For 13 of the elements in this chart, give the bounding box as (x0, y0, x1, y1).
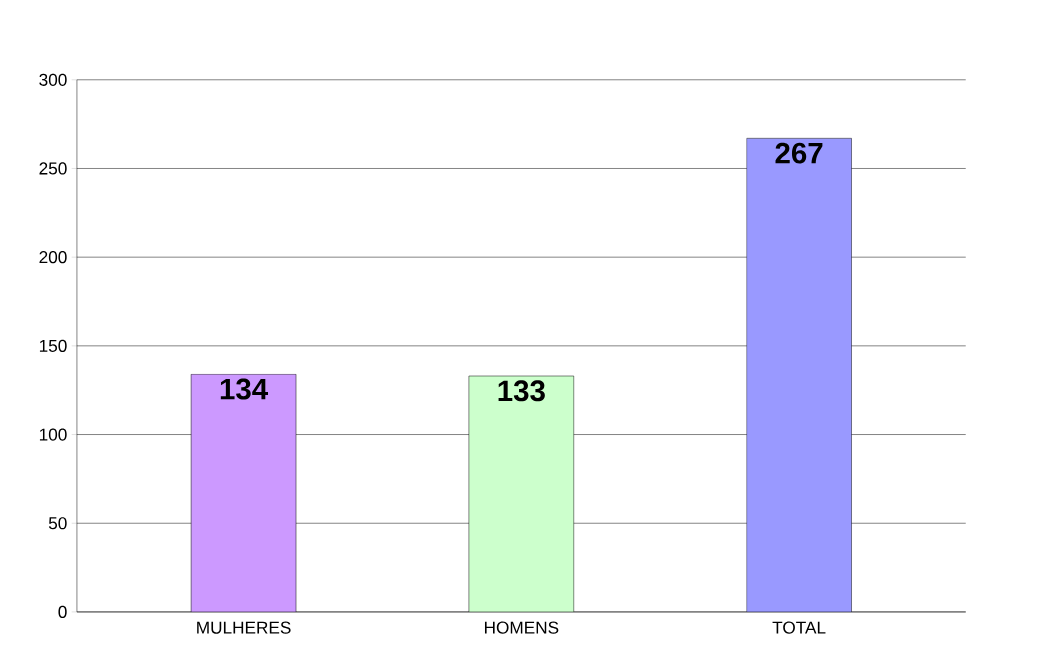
y-tick-label: 200 (39, 251, 67, 264)
y-tick-label: 250 (39, 162, 67, 175)
data-label: 133 (498, 380, 545, 402)
x-tick-label: TOTAL (772, 621, 826, 634)
y-tick-label: 100 (39, 428, 67, 441)
y-tick-label: 50 (48, 517, 67, 530)
data-label: 134 (220, 378, 269, 400)
x-tick-label: HOMENS (484, 621, 559, 634)
data-label: 267 (775, 142, 823, 164)
y-tick-label: 0 (58, 605, 67, 619)
y-tick-label: 150 (39, 339, 67, 353)
y-tick-label: 300 (39, 73, 67, 86)
x-tick-label: MULHERES (197, 621, 291, 634)
